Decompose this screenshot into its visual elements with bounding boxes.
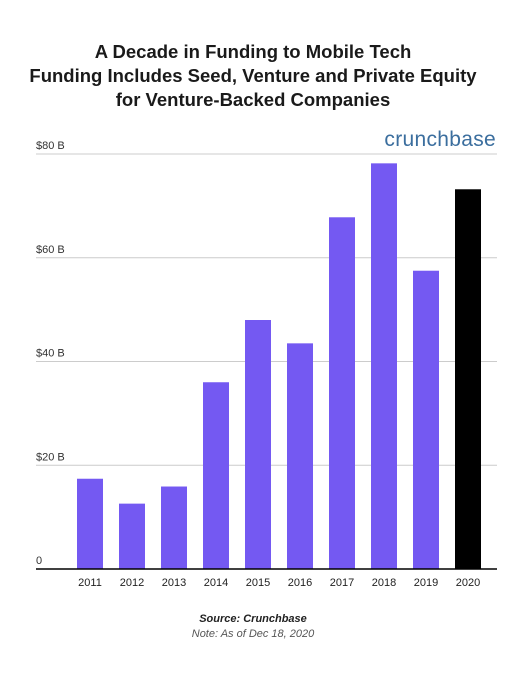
x-tick-label: 2015 <box>246 577 270 589</box>
chart-title: A Decade in Funding to Mobile Tech Fundi… <box>0 40 506 112</box>
x-tick-label: 2020 <box>456 577 480 589</box>
bar <box>287 343 313 569</box>
x-tick-label: 2012 <box>120 577 144 589</box>
x-tick-label: 2018 <box>372 577 396 589</box>
note-text: Note: As of Dec 18, 2020 <box>191 628 315 640</box>
bar <box>161 486 187 569</box>
x-tick-label: 2019 <box>414 577 438 589</box>
bar <box>371 163 397 569</box>
chart-title-line-2: Funding Includes Seed, Venture and Priva… <box>29 65 477 86</box>
chart-title-line-3: for Venture-Backed Companies <box>115 89 391 110</box>
source-text: Source: Crunchbase <box>199 613 307 625</box>
bar <box>77 478 103 569</box>
bar <box>455 189 481 569</box>
y-tick-label: 0 <box>36 555 42 567</box>
bar <box>329 217 355 569</box>
x-tick-label: 2016 <box>288 577 312 589</box>
crunchbase-logo: crunchbase <box>384 128 496 151</box>
chart-title-line-1: A Decade in Funding to Mobile Tech <box>94 41 412 62</box>
x-tick-label: 2011 <box>78 577 102 589</box>
x-tick-label: 2013 <box>162 577 186 589</box>
bar-chart: 0 $20 B $40 B $60 B $80 B 2011 2012 2013 2014 201… <box>36 140 497 589</box>
y-tick-label: $40 B <box>36 348 65 360</box>
y-tick-label: $80 B <box>36 140 65 152</box>
bar <box>119 503 145 569</box>
x-tick-label: 2014 <box>204 577 228 589</box>
y-tick-label: $60 B <box>36 244 65 256</box>
bar <box>245 320 271 569</box>
y-tick-label: $20 B <box>36 451 65 463</box>
bar <box>203 382 229 569</box>
x-tick-label: 2017 <box>330 577 354 589</box>
bar <box>413 270 439 569</box>
